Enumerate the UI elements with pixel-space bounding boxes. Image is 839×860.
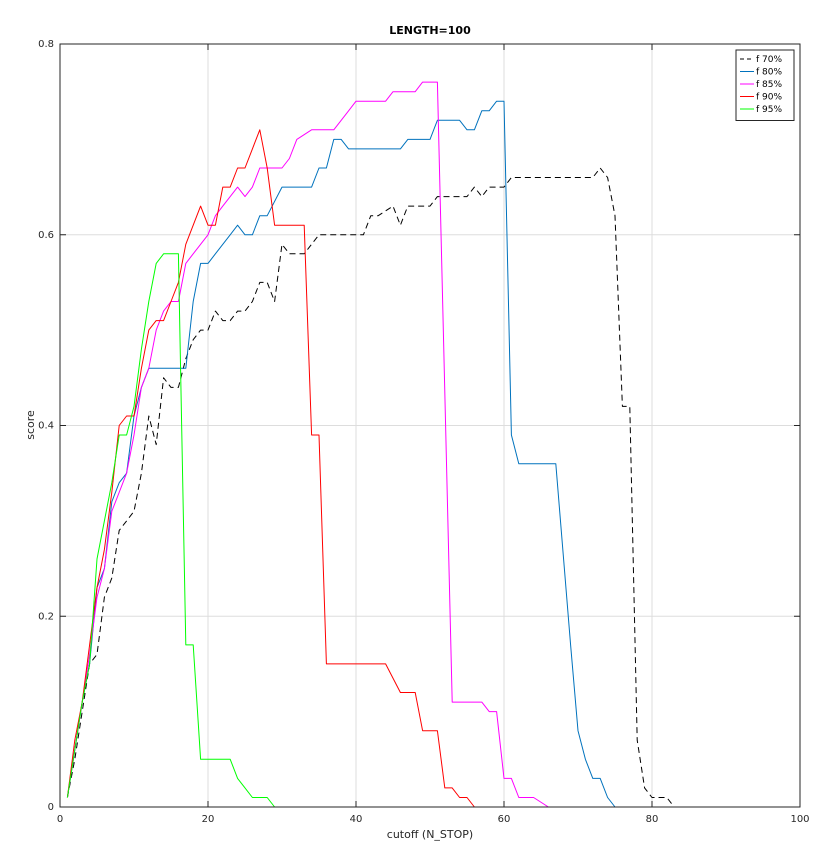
series-layer	[66, 81, 800, 808]
series-line-5	[66, 253, 800, 808]
series-line-2	[66, 100, 800, 808]
y-tick-label: 0.8	[38, 39, 54, 50]
series-line-4	[66, 129, 800, 808]
legend: f 70% f 80% f 85% f 90% f 95%	[735, 49, 795, 121]
legend-label: f 80%	[756, 68, 782, 78]
x-tick-label: 40	[350, 814, 363, 825]
legend-label: f 90%	[756, 93, 782, 103]
y-tick-label: 0	[48, 802, 54, 813]
series-line-1	[66, 167, 800, 808]
x-tick-label: 20	[202, 814, 215, 825]
x-tick-label: 100	[790, 814, 809, 825]
legend-box	[735, 49, 795, 121]
chart-title: LENGTH=100	[389, 24, 471, 37]
axis-ticks: 0 20 40 60 80 100 0 0.2 0.4 0.6 0.8	[38, 39, 809, 825]
y-tick-label: 0.6	[38, 230, 54, 241]
x-tick-label: 0	[57, 814, 63, 825]
x-tick-label: 60	[498, 814, 511, 825]
x-tick-label: 80	[646, 814, 659, 825]
series-line-3	[66, 81, 800, 808]
legend-label: f 70%	[756, 55, 782, 65]
x-axis-label: cutoff (N_STOP)	[387, 828, 473, 841]
legend-label: f 85%	[756, 80, 782, 90]
grid	[60, 44, 800, 807]
y-axis-label: score	[24, 410, 37, 440]
y-tick-label: 0.4	[38, 421, 54, 432]
y-tick-label: 0.2	[38, 611, 54, 622]
legend-label: f 95%	[756, 105, 782, 115]
